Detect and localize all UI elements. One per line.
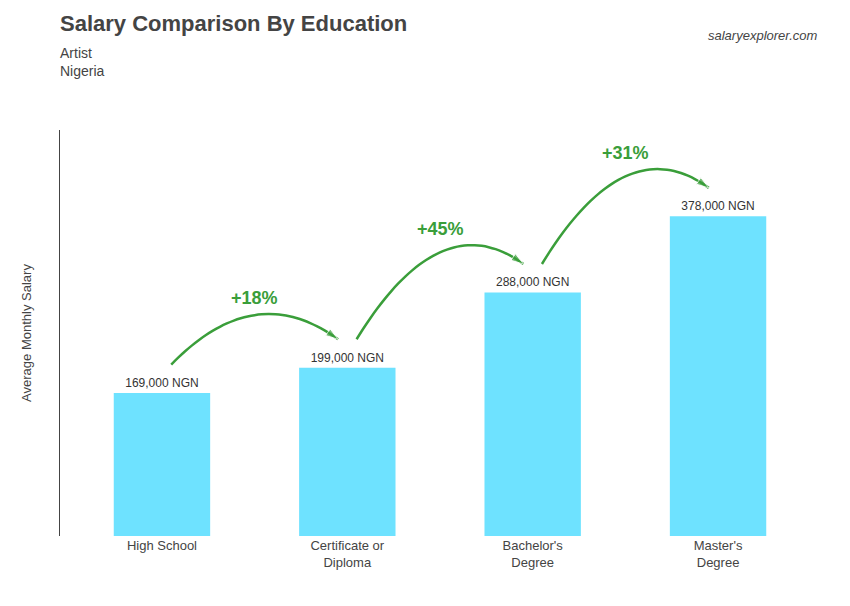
svg-text:salaryexplorer.com: salaryexplorer.com [708,28,818,43]
svg-text:Certificate orDiploma: Certificate orDiploma [310,538,384,570]
svg-text:High School: High School [127,538,197,553]
svg-text:+45%: +45% [417,219,464,239]
svg-text:199,000 NGN: 199,000 NGN [311,351,384,365]
svg-text:+31%: +31% [602,143,649,163]
svg-text:+18%: +18% [231,288,278,308]
svg-text:288,000 NGN: 288,000 NGN [496,275,569,289]
svg-text:378,000 NGN: 378,000 NGN [681,199,754,213]
svg-text:ArtistNigeria: ArtistNigeria [60,45,105,79]
svg-text:Bachelor'sDegree: Bachelor'sDegree [503,538,564,570]
svg-text:Salary Comparison By Education: Salary Comparison By Education [60,11,407,36]
svg-text:Master'sDegree: Master'sDegree [694,538,743,570]
svg-text:Average Monthly Salary: Average Monthly Salary [19,264,34,402]
svg-text:169,000 NGN: 169,000 NGN [125,376,198,390]
